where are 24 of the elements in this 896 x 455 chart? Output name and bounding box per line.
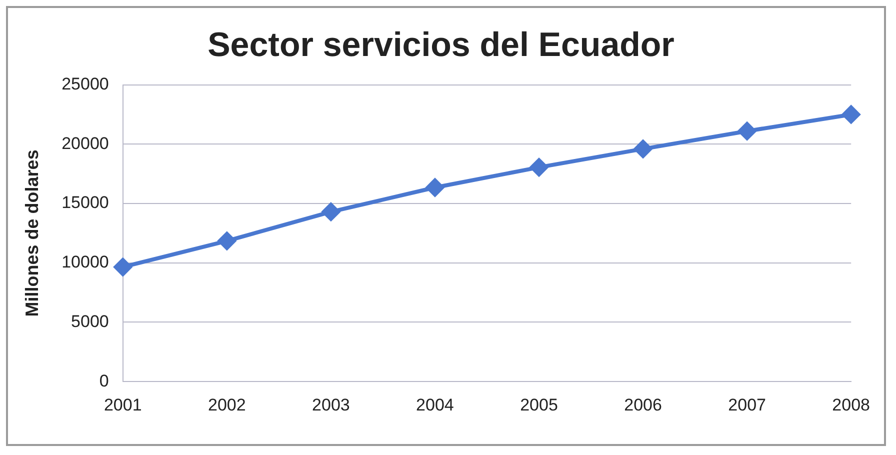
point bbox=[738, 122, 756, 140]
y-tick-label: 20000 bbox=[62, 134, 109, 153]
y-tick-label: 10000 bbox=[62, 252, 109, 272]
x-tick-label: 2001 bbox=[104, 395, 142, 414]
point bbox=[634, 140, 652, 158]
chart-title: Sector servicios del Ecuador bbox=[208, 26, 674, 64]
point bbox=[426, 178, 444, 196]
x-tick-label: 2007 bbox=[728, 395, 766, 414]
y-tick-label: 15000 bbox=[62, 193, 109, 212]
point bbox=[842, 105, 860, 124]
x-tick-label: 2008 bbox=[832, 395, 870, 414]
x-tick-label: 2003 bbox=[312, 395, 350, 414]
y-tick-label: 0 bbox=[99, 371, 109, 390]
x-tick-label: 2002 bbox=[208, 395, 246, 414]
y-tick-label: 25000 bbox=[62, 74, 109, 94]
y-axis-title: Millones de dolares bbox=[22, 150, 42, 317]
point bbox=[218, 232, 236, 250]
x-tick-label: 2005 bbox=[520, 395, 558, 414]
point bbox=[114, 258, 132, 276]
x-tick-label: 2004 bbox=[416, 395, 454, 414]
point bbox=[322, 202, 340, 221]
x-tick-label: 2006 bbox=[624, 395, 662, 414]
point bbox=[530, 158, 548, 176]
y-tick-label: 5000 bbox=[71, 312, 109, 331]
